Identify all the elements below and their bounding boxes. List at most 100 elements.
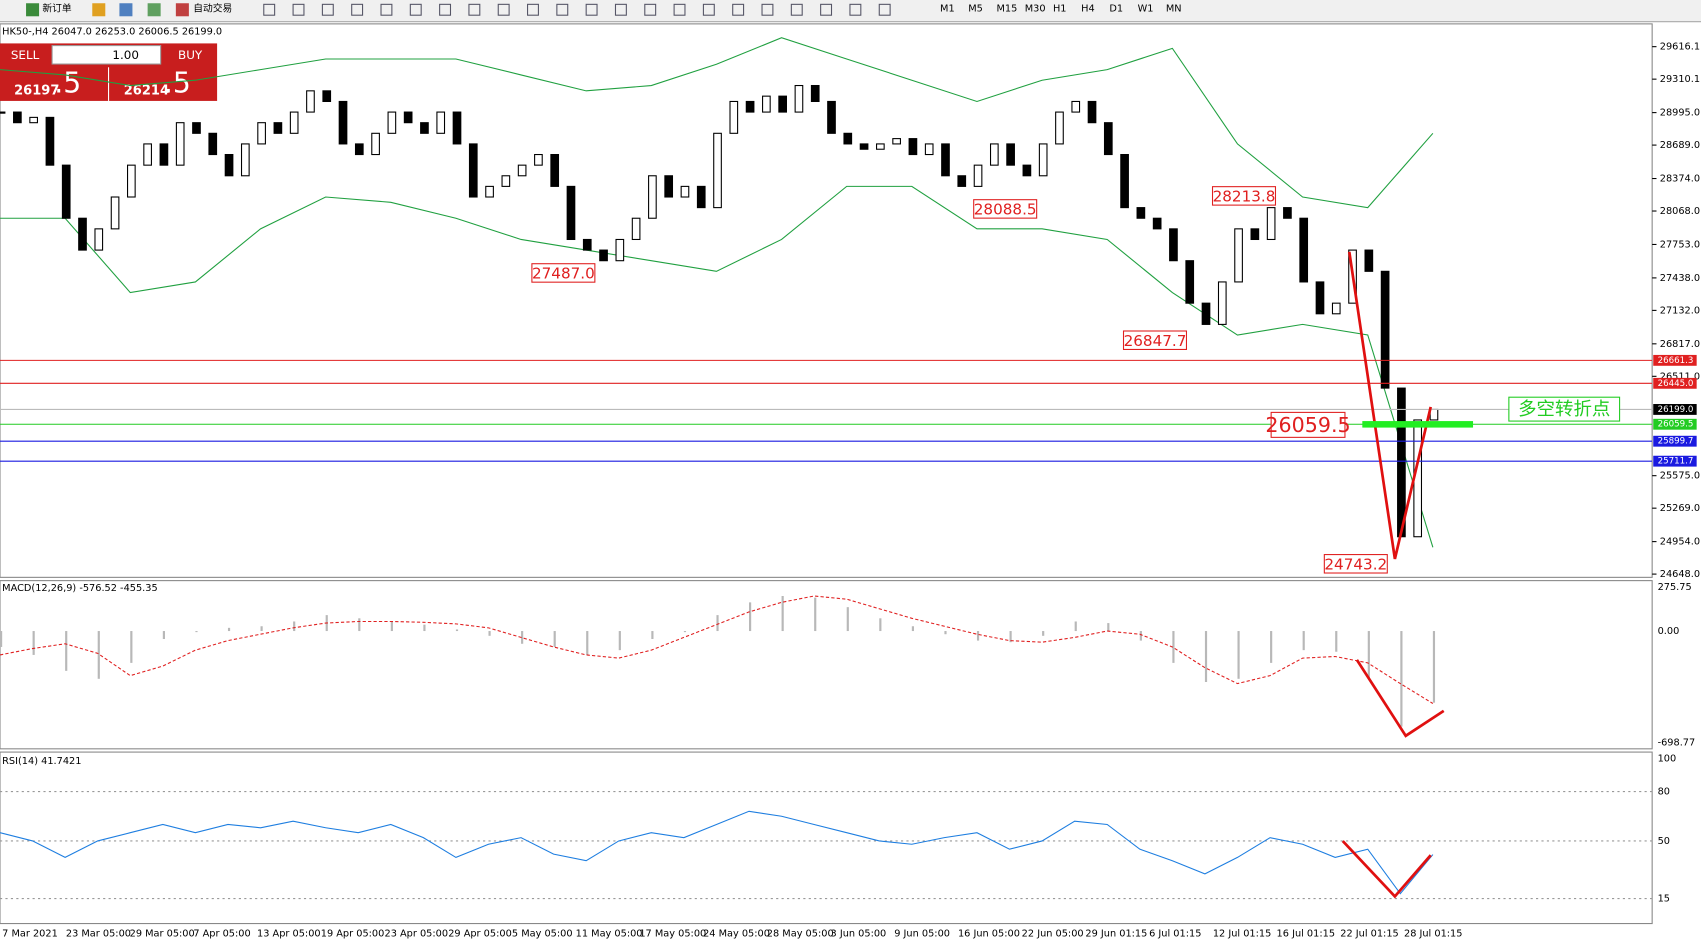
macd-bar (358, 618, 361, 632)
candle (810, 84, 820, 102)
tool-icon[interactable] (556, 3, 569, 16)
macd-bar (1335, 631, 1338, 652)
annotation: 26059.5 (1265, 413, 1350, 437)
time-label: 22 Jun 05:00 (1022, 928, 1084, 939)
candle (566, 185, 576, 241)
timeframe[interactable]: M1 (940, 4, 955, 15)
annotation-box (1270, 411, 1346, 438)
candle (387, 111, 397, 134)
macd-bar (227, 627, 231, 632)
tool-icon[interactable] (527, 3, 539, 16)
annotation: 28213.8 (1213, 187, 1276, 205)
level-label: 25899.7 (1658, 437, 1694, 447)
timeframe[interactable]: H1 (1053, 4, 1067, 15)
icon[interactable] (92, 3, 106, 17)
timeframe[interactable]: M30 (1025, 4, 1046, 15)
lot-value[interactable]: 1.00 (112, 48, 139, 62)
time-label: 29 Mar 05:00 (130, 928, 195, 939)
tool-icon[interactable] (790, 3, 803, 16)
timeframe[interactable]: D1 (1109, 4, 1123, 15)
tool-icon[interactable] (849, 3, 862, 16)
sell-price[interactable]: 26197 (14, 84, 59, 99)
macd-bar (455, 629, 459, 632)
candle (762, 95, 771, 113)
timeframe[interactable]: MN (1166, 4, 1182, 15)
candle (322, 90, 332, 102)
icon[interactable] (147, 3, 161, 17)
auto-trade-icon[interactable] (175, 3, 189, 17)
level-label: 26661.3 (1658, 356, 1694, 366)
new-order-icon[interactable] (26, 3, 40, 17)
macd-bar (1367, 631, 1370, 679)
time-label: 7 Apr 05:00 (193, 928, 250, 939)
chart-header: HK50-,H4 26047.0 26253.0 26006.5 26199.0 (2, 26, 222, 37)
tool-icon[interactable] (351, 3, 364, 16)
time-label: 11 May 05:00 (576, 928, 643, 939)
price-label: 27753.0 (1660, 239, 1700, 250)
time-label: 28 Jul 01:15 (1404, 928, 1462, 939)
candle (1087, 100, 1097, 124)
tool-icon[interactable] (644, 3, 657, 16)
tool-icon[interactable] (878, 3, 891, 16)
lot-input[interactable] (51, 45, 162, 65)
tool-icon[interactable] (702, 3, 715, 16)
tool-icon[interactable] (468, 3, 481, 16)
sell-button[interactable]: SELL (11, 48, 40, 62)
buy-price[interactable]: 26214 (124, 84, 169, 99)
candle (452, 111, 462, 145)
candle (436, 111, 446, 134)
note: 多空转折点 (1518, 399, 1610, 420)
macd-bar (488, 631, 491, 636)
candle (94, 228, 104, 251)
macd-label: -698.77 (1658, 737, 1696, 748)
candle (1120, 153, 1129, 209)
sell-price-big[interactable]: .5 (54, 67, 81, 100)
candle (729, 100, 739, 134)
candle (338, 100, 348, 145)
icon[interactable] (119, 3, 133, 17)
tool-icon[interactable] (732, 3, 745, 16)
candle (1169, 228, 1178, 262)
macd-bar (553, 631, 556, 647)
tool-icon[interactable] (497, 3, 510, 16)
candle (517, 164, 527, 177)
buy-price-big[interactable]: .5 (164, 67, 191, 100)
new-order[interactable]: 新订单 (42, 2, 72, 15)
candle (403, 111, 413, 124)
tool-icon[interactable] (321, 3, 334, 16)
macd-bar (1302, 631, 1305, 651)
timeframe[interactable]: H4 (1081, 4, 1095, 15)
macd-bar (521, 631, 524, 644)
tool-icon[interactable] (761, 3, 774, 16)
timeframe[interactable]: W1 (1138, 4, 1154, 15)
candle (501, 175, 511, 187)
candle (908, 138, 918, 156)
buy-button[interactable]: BUY (178, 48, 203, 62)
candle (192, 122, 201, 134)
tool-icon[interactable] (263, 3, 276, 16)
macd-bar (390, 621, 393, 632)
level-label: 26445.0 (1658, 379, 1694, 389)
timeframe[interactable]: M15 (997, 4, 1018, 15)
time-label: 19 Apr 05:00 (321, 928, 385, 939)
macd-bar (195, 631, 198, 633)
candle (1217, 281, 1227, 325)
time-label: 28 May 05:00 (767, 928, 834, 939)
tool-icon[interactable] (614, 3, 627, 16)
macd-bar (1139, 631, 1142, 641)
tool-icon[interactable] (380, 3, 393, 16)
candle (1266, 207, 1276, 241)
tool-icon[interactable] (585, 3, 598, 16)
tool-icon[interactable] (673, 3, 686, 16)
tool-icon[interactable] (292, 3, 305, 16)
tool-icon[interactable] (439, 3, 452, 16)
tool-icon[interactable] (820, 3, 833, 16)
annotation-box (973, 199, 1038, 219)
macd-bar (1009, 631, 1012, 643)
rsi-line (0, 810, 1434, 895)
macd-bar (781, 596, 784, 632)
tool-icon[interactable] (409, 3, 422, 16)
timeframe[interactable]: M5 (968, 4, 983, 15)
auto-trade[interactable]: 自动交易 (193, 2, 232, 15)
